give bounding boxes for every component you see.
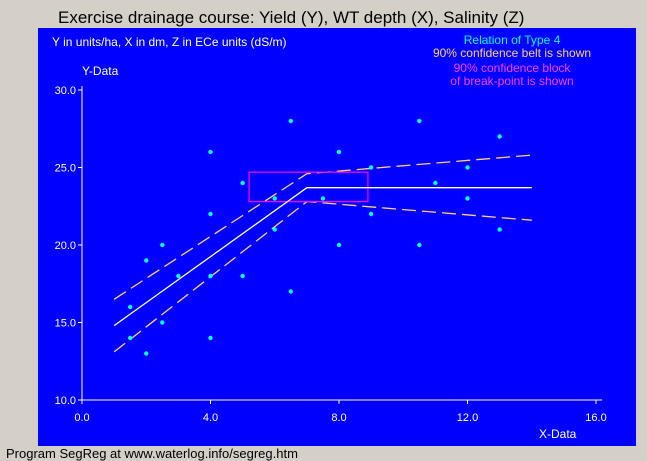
y-tick-label: 25.0 bbox=[55, 163, 76, 175]
data-point bbox=[417, 118, 422, 124]
data-point bbox=[160, 320, 165, 325]
data-point bbox=[208, 149, 213, 155]
chart-subtitle: Y in units/ha, X in dm, Z in ECe units (… bbox=[52, 35, 287, 49]
x-tick-label: 12.0 bbox=[457, 412, 478, 424]
data-point bbox=[497, 134, 502, 139]
data-point bbox=[336, 149, 342, 155]
data-point bbox=[336, 242, 342, 248]
data-point bbox=[127, 335, 133, 341]
y-axis-label: Y-Data bbox=[82, 64, 119, 78]
x-tick-label: 0.0 bbox=[74, 412, 89, 424]
data-point bbox=[240, 273, 245, 279]
confidence-block bbox=[248, 171, 369, 203]
data-point bbox=[272, 196, 277, 201]
legend-confidence-block-line2: of break-point is shown bbox=[450, 74, 573, 88]
data-point bbox=[288, 289, 294, 294]
data-point bbox=[144, 351, 149, 356]
confidence-belt bbox=[113, 154, 532, 353]
data-point bbox=[272, 227, 277, 232]
y-tick-label: 15.0 bbox=[55, 318, 76, 330]
legend-confidence-belt: 90% confidence belt is shown bbox=[433, 46, 591, 60]
data-point bbox=[208, 211, 213, 217]
data-point bbox=[288, 118, 294, 124]
data-point bbox=[465, 196, 470, 201]
data-point bbox=[320, 196, 326, 201]
segmented-regression-chart: 10.0 15.0 20.0 25.0 30.0 0.0 4.0 8.0 12.0 16.0 Y … bbox=[52, 33, 607, 441]
data-point bbox=[208, 335, 213, 341]
data-point bbox=[433, 180, 438, 186]
data-point bbox=[176, 273, 181, 279]
data-point bbox=[208, 273, 213, 279]
y-tick-label: 20.0 bbox=[55, 240, 76, 252]
regression-polyline bbox=[113, 187, 532, 327]
data-point bbox=[127, 304, 133, 310]
x-tick-label: 16.0 bbox=[585, 412, 606, 424]
data-point bbox=[160, 242, 165, 248]
x-tick-label: 4.0 bbox=[203, 412, 218, 424]
program-footer: Program SegReg at www.waterlog.info/segr… bbox=[6, 446, 298, 461]
y-tick-label: 10.0 bbox=[55, 395, 76, 407]
data-points bbox=[127, 118, 502, 356]
legend-confidence-block-line1: 90% confidence block bbox=[454, 61, 572, 75]
breakpoint-block-rect bbox=[248, 171, 369, 203]
legend-relation-type: Relation of Type 4 bbox=[464, 33, 561, 47]
data-point bbox=[497, 227, 502, 232]
chart-panel: 10.0 15.0 20.0 25.0 30.0 0.0 4.0 8.0 12.0 16.0 Y … bbox=[38, 28, 636, 446]
regression-line bbox=[113, 187, 532, 327]
x-tick-label: 8.0 bbox=[331, 412, 346, 424]
data-point bbox=[144, 258, 149, 263]
y-tick-label: 30.0 bbox=[55, 85, 76, 97]
data-point bbox=[240, 180, 245, 186]
window-title: Exercise drainage course: Yield (Y), WT … bbox=[58, 8, 525, 27]
confidence-upper-line bbox=[113, 154, 532, 300]
data-point bbox=[368, 165, 374, 170]
data-point bbox=[368, 211, 374, 217]
data-point bbox=[417, 242, 422, 248]
data-point bbox=[465, 165, 470, 170]
axes: 10.0 15.0 20.0 25.0 30.0 0.0 4.0 8.0 12.0 16.0 bbox=[55, 85, 607, 424]
x-axis-label: X-Data bbox=[539, 427, 577, 441]
